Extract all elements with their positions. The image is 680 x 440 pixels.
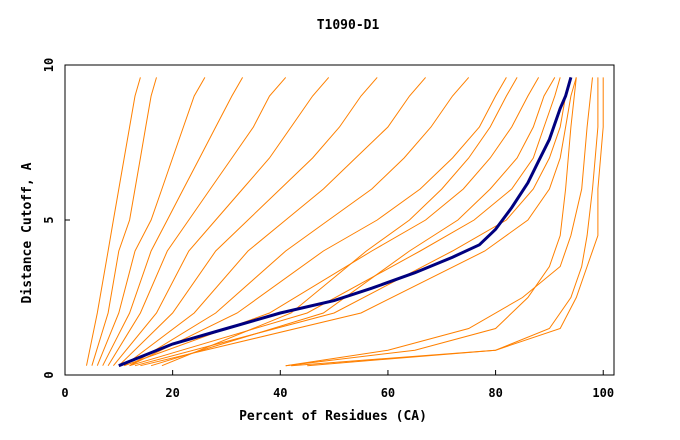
model-series-line bbox=[285, 77, 593, 367]
chart-title: T1090-D1 bbox=[317, 18, 380, 33]
model-series-line bbox=[91, 77, 157, 366]
model-series-line bbox=[113, 77, 330, 367]
model-series-line bbox=[124, 77, 540, 367]
model-series-line bbox=[140, 77, 577, 367]
tick-layer: 0 20 40 60 80 100 0 5 10 bbox=[42, 58, 614, 400]
y-axis-label: Distance Cutoff, A bbox=[20, 162, 35, 303]
x-tick-label: 0 bbox=[61, 386, 68, 400]
highlight-series-line bbox=[118, 76, 573, 368]
x-axis-label: Percent of Residues (CA) bbox=[239, 409, 427, 424]
plot-frame bbox=[64, 64, 615, 376]
x-tick-label: 40 bbox=[273, 386, 287, 400]
model-series-line bbox=[86, 77, 141, 366]
model-series-line bbox=[307, 77, 604, 367]
highlight-layer bbox=[118, 76, 573, 368]
x-tick-label: 60 bbox=[381, 386, 395, 400]
x-tick-label: 20 bbox=[165, 386, 179, 400]
model-series-line bbox=[102, 77, 244, 366]
model-series-line bbox=[96, 77, 206, 366]
y-tick-label: 10 bbox=[42, 58, 56, 72]
x-tick-label: 100 bbox=[592, 386, 614, 400]
model-series-line bbox=[123, 77, 426, 367]
model-series-line bbox=[285, 77, 577, 367]
model-series-line bbox=[129, 77, 470, 367]
y-tick-label: 5 bbox=[42, 216, 56, 223]
model-series-line bbox=[134, 77, 572, 367]
x-tick-label: 80 bbox=[488, 386, 502, 400]
model-series-line bbox=[161, 77, 518, 367]
series-layer bbox=[86, 77, 604, 367]
model-series-line bbox=[129, 77, 507, 367]
model-series-line bbox=[150, 77, 556, 367]
model-series-line bbox=[129, 77, 561, 367]
model-series-line bbox=[291, 77, 599, 367]
model-series-line bbox=[118, 77, 378, 367]
model-series-line bbox=[107, 77, 287, 366]
y-tick-label: 0 bbox=[42, 371, 56, 378]
